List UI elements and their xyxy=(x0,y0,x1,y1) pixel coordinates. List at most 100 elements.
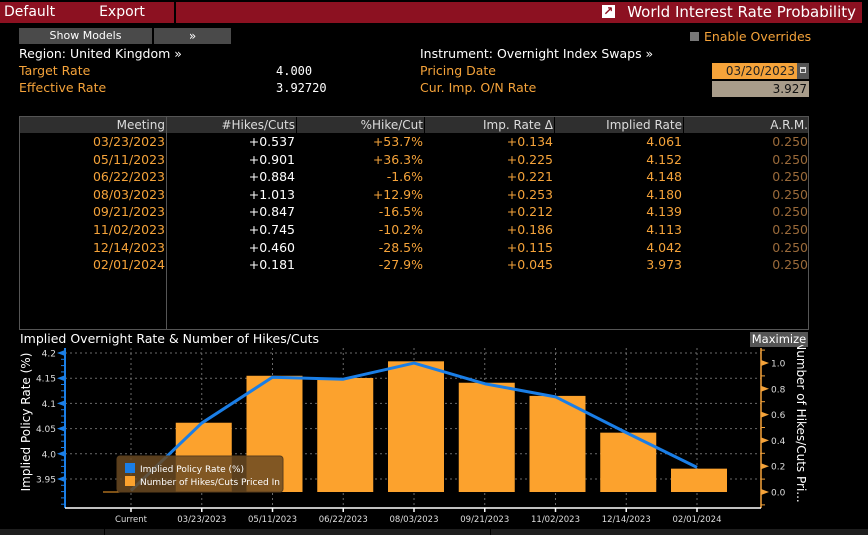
cell-arm: 0.250 xyxy=(772,257,808,273)
x-axis-tick-label: Current xyxy=(115,515,148,525)
launch-icon[interactable] xyxy=(602,1,616,22)
region-selector[interactable]: Region: United Kingdom » xyxy=(19,46,182,61)
default-button[interactable]: Default xyxy=(0,2,72,23)
y-axis-right-tick xyxy=(761,360,769,366)
maximize-button[interactable]: Maximize xyxy=(750,332,808,347)
table-row[interactable]: 11/02/2023 +0.745 -10.2% +0.186 4.113 0.250 xyxy=(20,221,808,239)
export-button[interactable]: Export xyxy=(70,2,176,23)
legend-label-line: Implied Policy Rate (%) xyxy=(140,465,244,475)
x-axis-tick-label: 12/14/2023 xyxy=(602,515,651,525)
legend-swatch-bar xyxy=(125,476,135,486)
y-axis-right-tick-label: 0.4 xyxy=(771,437,786,447)
y-axis-left-tick-label: 3.95 xyxy=(36,476,56,486)
header-pct-hike-cut[interactable]: %Hike/Cut xyxy=(360,118,423,132)
y-axis-right-tick-label: 0.6 xyxy=(771,411,786,421)
header-implied-rate[interactable]: Implied Rate xyxy=(606,118,682,132)
instrument-selector[interactable]: Instrument: Overnight Index Swaps » xyxy=(420,46,654,61)
cell-meeting: 11/02/2023 xyxy=(92,222,165,237)
bar xyxy=(600,432,657,492)
y-axis-left-tick xyxy=(57,425,65,432)
y-axis-left-tick-label: 4.05 xyxy=(36,425,56,435)
legend-box xyxy=(116,455,284,493)
y-axis-left-label: Implied Policy Rate (%) xyxy=(19,353,33,492)
chart-axes: 4.2 4.15 4.1 4.05 4.0 3.95 1.0 0.8 0.6 0.4 0.2 0.0 C… xyxy=(36,348,786,525)
table-row[interactable]: 02/01/2024 +0.181 -27.9% +0.045 3.973 0.250 xyxy=(20,256,808,274)
cell-meeting: 12/14/2023 xyxy=(92,239,165,255)
header-meeting[interactable]: Meeting xyxy=(116,118,165,132)
cell-hikes-cuts: +0.745 xyxy=(248,222,295,237)
x-axis-tick-label: 02/01/2024 xyxy=(673,515,722,525)
pricing-date-label: Pricing Date xyxy=(420,63,496,78)
cell-implied-rate: 4.152 xyxy=(646,151,682,167)
cell-meeting: 08/03/2023 xyxy=(92,186,165,202)
header-hikes-cuts[interactable]: #Hikes/Cuts xyxy=(221,118,295,132)
enable-overrides-label[interactable]: Enable Overrides xyxy=(704,29,812,44)
table-header: Meeting #Hikes/Cuts %Hike/Cut Imp. Rate … xyxy=(20,117,808,133)
cell-imp-rate-delta: +0.212 xyxy=(506,204,553,220)
window-title-text: World Interest Rate Probability xyxy=(627,3,856,21)
x-axis-tick-label: 08/03/2023 xyxy=(390,515,439,525)
pricing-date-input[interactable]: 03/20/2023 xyxy=(712,63,797,79)
table-row[interactable]: 05/11/2023 +0.901 +36.3% +0.225 4.152 0.250 xyxy=(20,151,808,169)
cell-arm: 0.250 xyxy=(772,134,808,149)
y-axis-right-label: Number of Hikes/Cuts Pri... xyxy=(794,345,808,503)
y-axis-left-tick xyxy=(57,350,65,356)
table-row[interactable]: 12/14/2023 +0.460 -28.5% +0.115 4.042 0.250 xyxy=(20,239,808,257)
bar xyxy=(458,382,515,492)
column-divider xyxy=(166,117,167,329)
y-axis-right-tick xyxy=(761,437,769,444)
status-bar xyxy=(0,529,868,535)
bar xyxy=(529,395,586,492)
cell-hikes-cuts: +0.884 xyxy=(248,169,295,185)
cell-imp-rate-delta: +0.045 xyxy=(506,257,553,273)
y-axis-right-tick-label: 1.0 xyxy=(771,360,786,370)
cur-imp-rate-label: Cur. Imp. O/N Rate xyxy=(420,80,537,95)
x-axis-tick-label: 09/21/2023 xyxy=(460,515,509,525)
rate-chart: 4.2 4.15 4.1 4.05 4.0 3.95 1.0 0.8 0.6 0.4 0.2 0.0 C… xyxy=(19,345,808,525)
cell-implied-rate: 4.113 xyxy=(646,222,682,237)
bar xyxy=(317,377,374,492)
table-row[interactable]: 03/23/2023 +0.537 +53.7% +0.134 4.061 0.250 xyxy=(20,133,808,151)
cell-hikes-cuts: +1.013 xyxy=(248,186,295,202)
cell-hikes-cuts: +0.901 xyxy=(248,151,295,167)
table-row[interactable]: 09/21/2023 +0.847 -16.5% +0.212 4.139 0.250 xyxy=(20,203,808,221)
header-arm[interactable]: A.R.M. xyxy=(770,118,808,132)
bar xyxy=(388,361,444,492)
calendar-icon[interactable] xyxy=(797,63,809,79)
x-axis-tick-label: 06/22/2023 xyxy=(319,515,368,525)
y-axis-left-tick xyxy=(57,476,65,482)
target-rate-label: Target Rate xyxy=(19,63,91,78)
cell-imp-rate-delta: +0.225 xyxy=(506,151,553,167)
cell-arm: 0.250 xyxy=(772,239,808,255)
cell-pct-hike-cut: -1.6% xyxy=(386,169,423,185)
cell-meeting: 09/21/2023 xyxy=(92,204,165,220)
meetings-table: Meeting #Hikes/Cuts %Hike/Cut Imp. Rate … xyxy=(19,116,809,330)
cell-pct-hike-cut: +12.9% xyxy=(372,186,423,202)
cell-arm: 0.250 xyxy=(772,204,808,220)
cell-implied-rate: 4.148 xyxy=(646,169,682,185)
cur-imp-rate-field: 3.927 xyxy=(712,81,809,97)
cell-meeting: 05/11/2023 xyxy=(92,151,165,167)
expand-button[interactable]: » xyxy=(154,28,231,44)
cell-implied-rate: 4.061 xyxy=(646,134,682,149)
cell-pct-hike-cut: -10.2% xyxy=(378,222,423,237)
y-axis-left-tick-label: 4.2 xyxy=(42,350,56,360)
enable-overrides-checkbox[interactable] xyxy=(690,32,699,41)
table-row[interactable]: 08/03/2023 +1.013 +12.9% +0.253 4.180 0.250 xyxy=(20,186,808,204)
cell-hikes-cuts: +0.460 xyxy=(248,239,295,255)
effective-rate-value: 3.92720 xyxy=(276,81,327,95)
cell-hikes-cuts: +0.181 xyxy=(248,257,295,273)
chart-title: Implied Overnight Rate & Number of Hikes… xyxy=(20,331,320,346)
table-row[interactable]: 06/22/2023 +0.884 -1.6% +0.221 4.148 0.250 xyxy=(20,168,808,186)
cell-meeting: 03/23/2023 xyxy=(92,134,165,149)
chart-legend: Implied Policy Rate (%) Number of Hikes/… xyxy=(116,455,284,493)
header-imp-rate-delta[interactable]: Imp. Rate Δ xyxy=(482,118,553,132)
cell-arm: 0.250 xyxy=(772,186,808,202)
cell-implied-rate: 4.042 xyxy=(646,239,682,255)
y-axis-right-tick xyxy=(761,385,769,392)
show-models-button[interactable]: Show Models xyxy=(19,28,152,44)
y-axis-left-tick-label: 4.15 xyxy=(36,375,56,385)
cell-imp-rate-delta: +0.253 xyxy=(506,186,553,202)
cell-pct-hike-cut: -16.5% xyxy=(378,204,423,220)
cell-hikes-cuts: +0.847 xyxy=(248,204,295,220)
